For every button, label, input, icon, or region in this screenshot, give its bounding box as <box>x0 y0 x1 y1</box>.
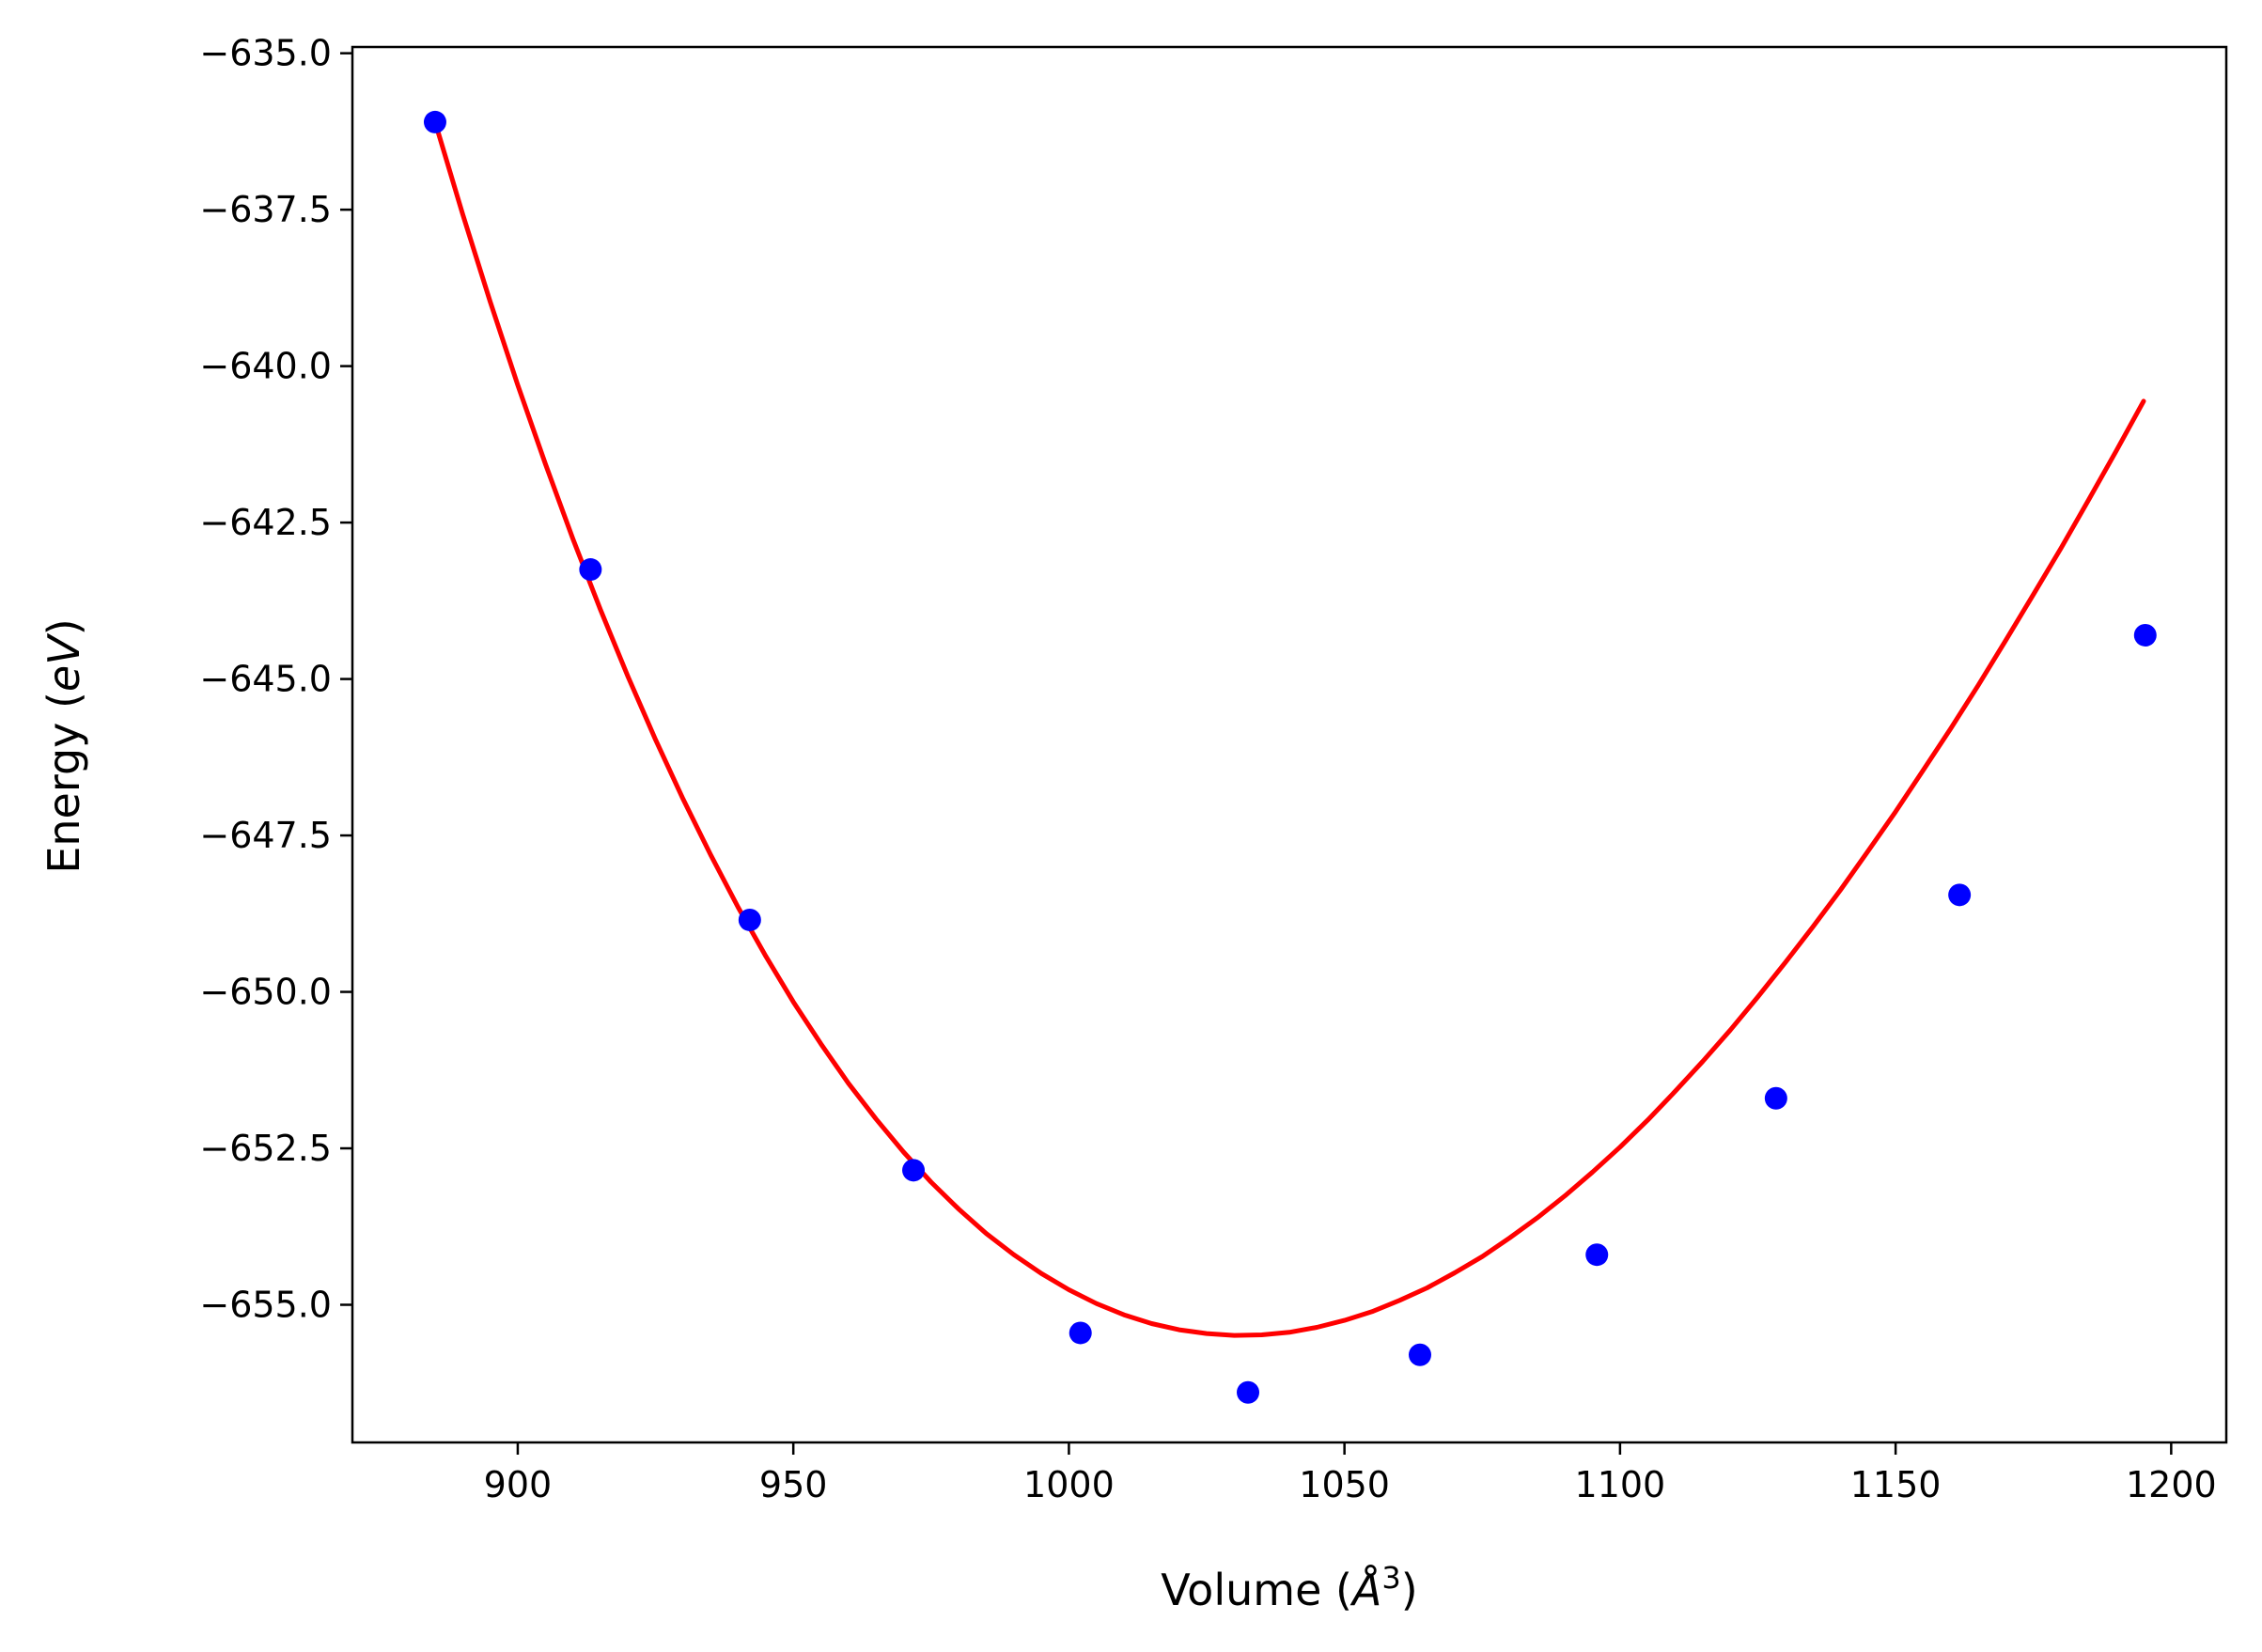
x-tick-label: 900 <box>484 1464 553 1505</box>
y-tick-label: −647.5 <box>199 815 332 856</box>
data-point <box>423 110 446 133</box>
y-tick-label: −645.0 <box>199 659 332 700</box>
data-point <box>2133 623 2157 647</box>
x-tick-label: 1050 <box>1299 1464 1390 1505</box>
x-tick-label: 1150 <box>1850 1464 1942 1505</box>
x-axis-label-text: Volume ( <box>1161 1565 1352 1615</box>
x-tick-label: 1000 <box>1023 1464 1115 1505</box>
y-tick-label: −642.5 <box>199 502 332 543</box>
x-tick-label: 1200 <box>2126 1464 2217 1505</box>
x-axis-label-superscript: 3 <box>1381 1560 1400 1596</box>
y-tick-label: −650.0 <box>199 972 332 1013</box>
data-point <box>1948 883 1972 907</box>
fit-curve-line <box>432 119 2146 1338</box>
y-tick-label: −637.5 <box>199 189 332 230</box>
y-tick-label: −635.0 <box>199 33 332 74</box>
data-point <box>1237 1380 1260 1404</box>
fit-curve-layer <box>432 119 2146 1338</box>
data-point <box>1764 1086 1787 1110</box>
data-point <box>1408 1343 1431 1366</box>
data-point <box>902 1159 926 1182</box>
x-axis-label-symbol: Å <box>1349 1565 1381 1615</box>
y-tick-label: −652.5 <box>199 1128 332 1169</box>
y-axis-label-text: Energy ( <box>39 692 89 874</box>
y-axis-label: Energy (eV) <box>39 618 89 873</box>
plot-frame <box>351 45 2228 1444</box>
x-axis-label: Volume (Å3) <box>1161 1560 1417 1615</box>
data-point <box>1585 1243 1609 1267</box>
x-tick-label: 1100 <box>1575 1464 1666 1505</box>
x-axis-label-close: ) <box>1401 1565 1418 1615</box>
data-points-layer <box>423 110 2157 1404</box>
data-point <box>738 908 761 931</box>
x-tick-label: 950 <box>759 1464 828 1505</box>
data-point <box>579 558 602 582</box>
y-tick-label: −640.0 <box>199 346 332 387</box>
y-axis-label-symbol: eV <box>39 632 89 692</box>
x-axis-ticks: 900 950 1000 1050 1100 1150 1200 <box>484 1442 2217 1505</box>
y-axis-label-close: ) <box>39 618 89 635</box>
data-point <box>1069 1321 1092 1345</box>
y-tick-label: −655.0 <box>199 1284 332 1325</box>
y-axis-ticks: −635.0 −637.5 −640.0 −642.5 −645.0 −647.5 −650… <box>199 33 352 1325</box>
